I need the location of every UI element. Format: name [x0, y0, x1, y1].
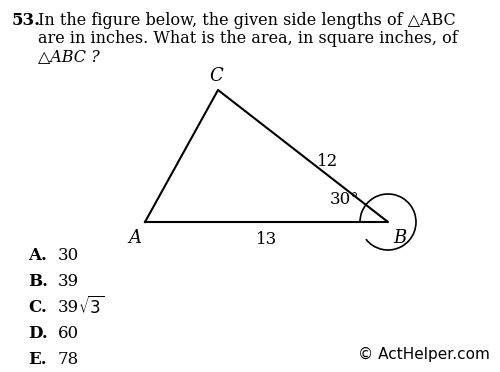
Text: © ActHelper.com: © ActHelper.com	[358, 347, 490, 362]
Text: 30°: 30°	[330, 192, 360, 208]
Text: C: C	[209, 67, 223, 85]
Text: 13: 13	[256, 231, 277, 248]
Text: 53.: 53.	[12, 12, 41, 29]
Text: B: B	[394, 229, 406, 247]
Text: A.: A.	[28, 247, 47, 263]
Text: A: A	[128, 229, 141, 247]
Text: B.: B.	[28, 273, 48, 289]
Text: 39: 39	[58, 273, 79, 289]
Text: D.: D.	[28, 324, 48, 341]
Text: E.: E.	[28, 350, 46, 368]
Text: 30: 30	[58, 247, 79, 263]
Text: 12: 12	[317, 153, 338, 170]
Text: are in inches. What is the area, in square inches, of: are in inches. What is the area, in squa…	[38, 30, 458, 47]
Text: △ABC ?: △ABC ?	[38, 48, 100, 65]
Text: $\sqrt{3}$: $\sqrt{3}$	[78, 296, 104, 318]
Text: 60: 60	[58, 324, 79, 341]
Text: 39: 39	[58, 298, 79, 315]
Text: C.: C.	[28, 298, 47, 315]
Text: 78: 78	[58, 350, 79, 368]
Text: In the figure below, the given side lengths of △ABC: In the figure below, the given side leng…	[38, 12, 456, 29]
